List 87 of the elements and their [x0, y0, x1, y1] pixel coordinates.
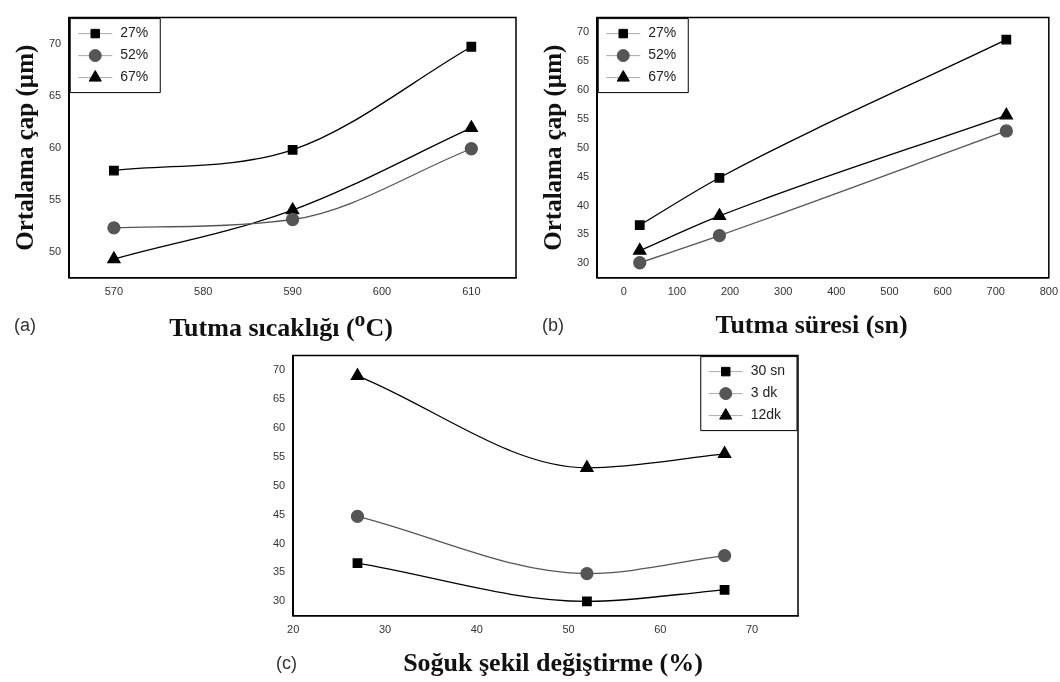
- x-tick-label: 600: [372, 285, 392, 298]
- legend-label: 67%: [648, 68, 677, 85]
- legend-label: 30 sn: [750, 362, 785, 379]
- point: [719, 584, 730, 595]
- x-tick-label: 30: [378, 623, 392, 636]
- point: [717, 446, 732, 459]
- x-tick-label: 0: [620, 285, 627, 298]
- y-tick-label: 60: [48, 140, 62, 153]
- x-tick-label: 600: [933, 285, 952, 298]
- x-tick-label: 610: [462, 285, 481, 298]
- y-tick-label: 70: [576, 25, 590, 38]
- y-axis-title: Ortalama çap (µm): [539, 44, 568, 251]
- point: [464, 142, 478, 156]
- x-tick-label: 700: [986, 285, 1005, 298]
- y-tick-label: 60: [272, 420, 286, 433]
- y-axis-title: Ortalama çap (µm): [11, 44, 40, 251]
- point: [285, 212, 300, 227]
- x-tick-label: 60: [654, 623, 667, 636]
- y-tick-label: 70: [272, 363, 286, 376]
- point: [582, 596, 592, 607]
- y-tick-label: 60: [576, 82, 590, 95]
- point: [1001, 34, 1012, 45]
- point: [580, 460, 594, 472]
- x-axis-title: Tutma sıcaklığı ($^{o}$C): [168, 307, 394, 343]
- point: [287, 144, 298, 155]
- point: [712, 208, 727, 221]
- x-axis-title: Tutma süresi (sn): [714, 310, 909, 340]
- x-tick-label: 570: [104, 285, 124, 298]
- point: [999, 107, 1014, 120]
- y-tick-label: 40: [576, 198, 590, 211]
- y-tick-label: 70: [48, 36, 62, 49]
- y-tick-label: 45: [272, 507, 286, 520]
- x-tick-label: 800: [1039, 285, 1058, 298]
- text: (c): [276, 652, 297, 673]
- y-tick-label: 50: [48, 244, 62, 257]
- point: [580, 566, 594, 581]
- x-tick-label: 200: [720, 285, 740, 298]
- point: [350, 509, 365, 523]
- x-tick-label: 400: [827, 285, 846, 298]
- legend-label: 52%: [120, 46, 149, 63]
- point: [999, 124, 1013, 138]
- y-tick-label: 65: [576, 54, 590, 66]
- point: [285, 202, 300, 215]
- legend-label: 52%: [648, 46, 677, 63]
- legend-label: 12dk: [750, 406, 783, 423]
- point: [717, 549, 732, 563]
- text: (a): [14, 314, 36, 335]
- y-tick-label: 35: [272, 565, 286, 578]
- legend-label: 3 dk: [750, 384, 779, 401]
- point: [466, 41, 477, 52]
- x-tick-label: 40: [470, 623, 483, 636]
- x-tick-label: 50: [562, 623, 575, 636]
- legend-label: 27%: [648, 24, 677, 41]
- y-tick-label: 55: [48, 192, 62, 205]
- y-tick-label: 40: [272, 536, 286, 549]
- legend-label: 27%: [120, 24, 149, 41]
- x-tick-label: 500: [880, 285, 899, 298]
- legend-label: 67%: [120, 68, 149, 85]
- point: [633, 256, 647, 270]
- y-tick-label: 50: [272, 478, 286, 491]
- point: [352, 558, 363, 569]
- y-tick-label: 30: [576, 256, 590, 269]
- y-tick-label: 55: [576, 111, 590, 124]
- x-tick-label: 20: [287, 623, 300, 636]
- point: [464, 120, 479, 133]
- y-tick-label: 65: [48, 88, 62, 101]
- x-tick-label: 100: [667, 285, 687, 298]
- point: [714, 172, 725, 183]
- y-tick-label: 45: [576, 169, 590, 182]
- text: (b): [542, 314, 564, 335]
- y-tick-label: 35: [576, 227, 590, 240]
- x-tick-label: 580: [194, 285, 213, 298]
- y-tick-label: 65: [272, 392, 286, 404]
- point: [712, 228, 727, 243]
- x-tick-label: 300: [774, 285, 793, 298]
- y-tick-label: 30: [272, 594, 286, 607]
- point: [107, 251, 121, 264]
- y-tick-label: 50: [576, 140, 590, 153]
- point: [633, 242, 647, 255]
- point: [109, 165, 119, 176]
- y-tick-label: 55: [272, 449, 286, 462]
- x-tick-label: 70: [745, 623, 759, 636]
- point: [634, 220, 645, 231]
- point: [107, 221, 121, 235]
- x-tick-label: 590: [283, 285, 302, 298]
- x-axis-title: Soğuk şekil değiştirme (%): [402, 648, 704, 678]
- point: [350, 368, 365, 380]
